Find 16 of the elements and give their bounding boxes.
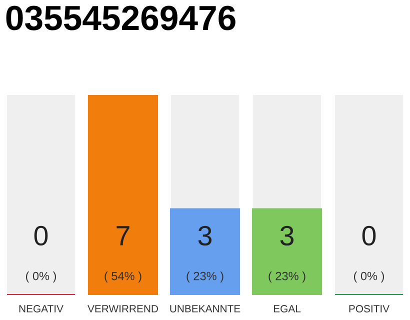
data-label: 3 [280, 226, 294, 246]
annotation: ( 23% ) [186, 272, 224, 283]
x-tick-label: NEGATIV [19, 305, 64, 312]
annotation: ( 23% ) [268, 272, 306, 283]
x-tick-label: POSITIV [349, 305, 390, 312]
annotation: ( 0% ) [26, 272, 56, 283]
data-label: 3 [198, 226, 212, 246]
data-label: 7 [116, 226, 130, 246]
annotation: ( 54% ) [104, 272, 142, 283]
annotation: ( 0% ) [354, 272, 384, 283]
x-tick-label: EGAL [274, 305, 301, 312]
data-label: 0 [34, 226, 48, 246]
chart-title: 035545269476 [6, 6, 236, 30]
x-tick-label: UNBEKANNTE [170, 305, 240, 312]
x-tick-label: VERWIRREND [88, 305, 158, 312]
data-label: 0 [362, 226, 376, 246]
